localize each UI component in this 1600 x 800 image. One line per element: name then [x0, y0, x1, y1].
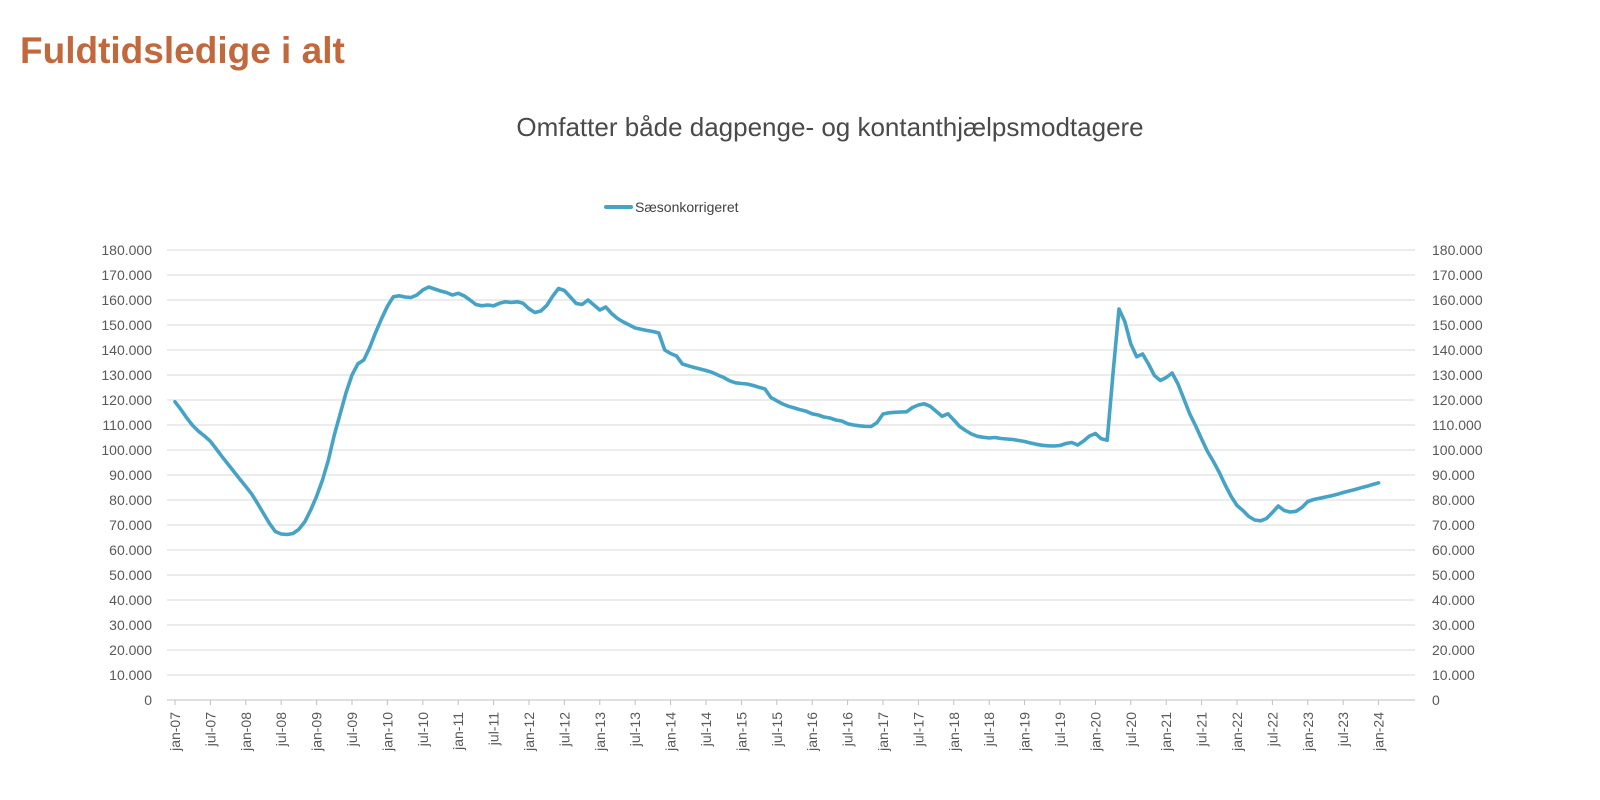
- x-axis-label: jul-09: [344, 712, 360, 747]
- x-axis-label: jul-11: [486, 712, 502, 746]
- y-axis-label-right: 180.000: [1432, 242, 1483, 258]
- x-axis-label: jan-22: [1229, 712, 1245, 752]
- y-axis-label-left: 50.000: [109, 567, 152, 583]
- x-axis-label: jan-20: [1087, 712, 1103, 752]
- x-axis-label: jan-08: [238, 712, 254, 752]
- x-axis-label: jul-14: [698, 712, 714, 747]
- y-axis-label-left: 40.000: [109, 592, 152, 608]
- x-axis-label: jul-13: [627, 712, 643, 747]
- y-axis-label-right: 10.000: [1432, 667, 1475, 683]
- y-axis-label-left: 0: [144, 692, 152, 708]
- x-axis-label: jul-22: [1264, 712, 1280, 747]
- y-axis-label-left: 90.000: [109, 467, 152, 483]
- y-axis-label-right: 120.000: [1432, 392, 1483, 408]
- y-axis-label-left: 20.000: [109, 642, 152, 658]
- y-axis-label-left: 160.000: [101, 292, 152, 308]
- y-axis-label-left: 60.000: [109, 542, 152, 558]
- y-axis-label-right: 70.000: [1432, 517, 1475, 533]
- y-axis-label-right: 90.000: [1432, 467, 1475, 483]
- y-axis-label-left: 70.000: [109, 517, 152, 533]
- x-axis-label: jul-17: [910, 712, 926, 747]
- y-axis-label-left: 100.000: [101, 442, 152, 458]
- y-axis-label-left: 30.000: [109, 617, 152, 633]
- x-axis-label: jul-12: [556, 712, 572, 747]
- y-axis-label-right: 170.000: [1432, 267, 1483, 283]
- x-axis-label: jan-16: [804, 712, 820, 752]
- x-axis-label: jan-19: [1017, 712, 1033, 752]
- y-axis-label-right: 130.000: [1432, 367, 1483, 383]
- y-axis-label-right: 60.000: [1432, 542, 1475, 558]
- y-axis-label-right: 40.000: [1432, 592, 1475, 608]
- x-axis-label: jan-14: [663, 712, 679, 752]
- x-axis-label: jan-12: [521, 712, 537, 752]
- x-axis-label: jan-15: [733, 712, 749, 752]
- y-axis-label-right: 0: [1432, 692, 1440, 708]
- x-axis-label: jul-20: [1123, 712, 1139, 747]
- x-axis-label: jan-18: [946, 712, 962, 752]
- legend-series-label: Sæsonkorrigeret: [635, 199, 739, 215]
- y-axis-label-left: 80.000: [109, 492, 152, 508]
- y-axis-label-right: 80.000: [1432, 492, 1475, 508]
- y-axis-label-right: 50.000: [1432, 567, 1475, 583]
- x-axis-label: jul-08: [273, 712, 289, 747]
- x-axis-label: jul-23: [1335, 712, 1351, 747]
- x-axis-label: jul-19: [1052, 712, 1068, 747]
- y-axis-label-left: 120.000: [101, 392, 152, 408]
- x-axis-label: jan-10: [379, 712, 395, 752]
- y-axis-label-left: 180.000: [101, 242, 152, 258]
- page-title: Fuldtidsledige i alt: [20, 30, 345, 71]
- y-axis-label-left: 10.000: [109, 667, 152, 683]
- x-axis-label: jan-11: [450, 712, 466, 751]
- series-line-saesonkorrigeret: [173, 285, 1381, 537]
- y-axis-label-right: 110.000: [1432, 417, 1482, 433]
- y-axis-label-right: 140.000: [1432, 342, 1483, 358]
- x-axis-label: jul-10: [415, 712, 431, 747]
- y-axis-label-right: 20.000: [1432, 642, 1475, 658]
- y-axis-label-left: 150.000: [101, 317, 152, 333]
- x-axis-label: jul-21: [1194, 712, 1210, 747]
- x-axis-label: jul-07: [202, 712, 218, 747]
- x-axis-label: jul-15: [769, 712, 785, 747]
- x-axis-label: jul-18: [981, 712, 997, 747]
- x-axis-label: jan-23: [1300, 712, 1316, 752]
- y-axis-label-left: 140.000: [101, 342, 152, 358]
- y-axis-label-right: 30.000: [1432, 617, 1475, 633]
- x-axis-label: jan-09: [309, 712, 325, 752]
- y-axis-label-right: 150.000: [1432, 317, 1483, 333]
- y-axis-label-left: 170.000: [101, 267, 152, 283]
- y-axis-label-left: 130.000: [101, 367, 152, 383]
- legend-line-swatch: [604, 205, 633, 209]
- x-axis-label: jan-07: [167, 712, 183, 752]
- legend: Sæsonkorrigeret: [604, 199, 739, 215]
- y-axis-label-right: 160.000: [1432, 292, 1483, 308]
- x-axis-label: jan-24: [1371, 712, 1387, 752]
- y-axis-label-left: 110.000: [102, 417, 152, 433]
- x-axis-label: jan-17: [875, 712, 891, 752]
- chart-title: Omfatter både dagpenge- og kontanthjælps…: [516, 112, 1144, 142]
- x-axis-label: jul-16: [840, 712, 856, 747]
- y-axis-label-right: 100.000: [1432, 442, 1483, 458]
- x-axis-label: jan-21: [1158, 712, 1174, 752]
- x-axis-label: jan-13: [592, 712, 608, 752]
